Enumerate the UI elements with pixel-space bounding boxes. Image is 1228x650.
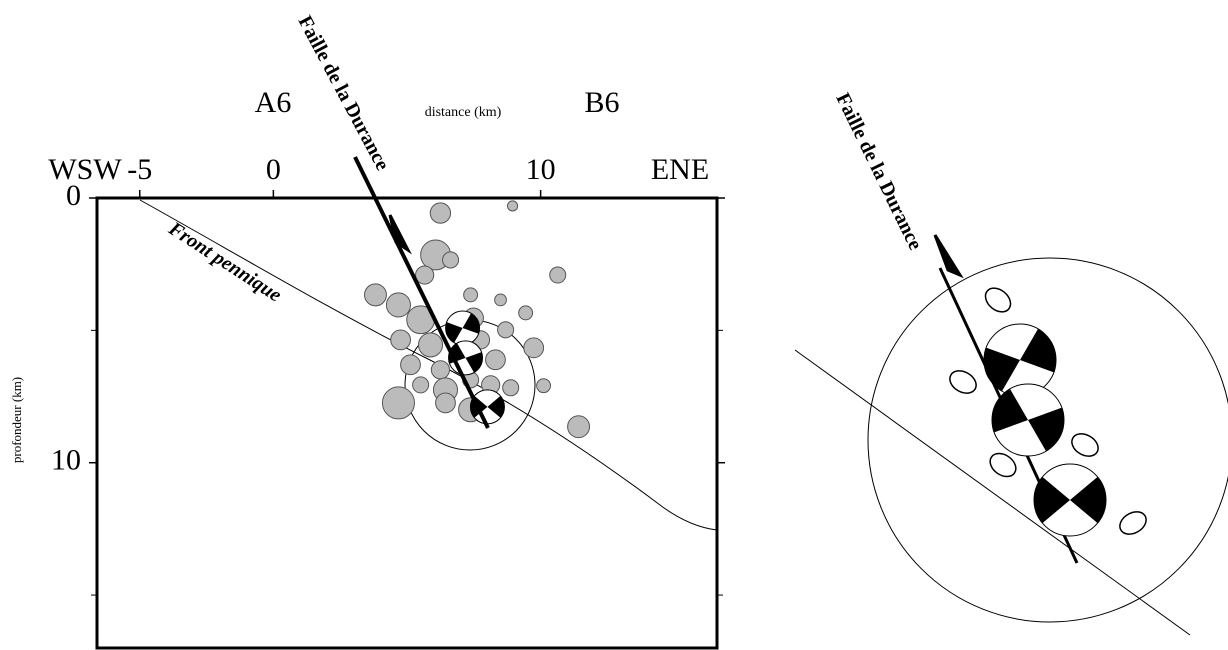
mechanism-quadrant [1020, 328, 1056, 373]
focal-mechanism [983, 323, 1057, 397]
section-end: B6 [584, 86, 619, 119]
inset-mechanisms [983, 323, 1107, 537]
event-bubble [494, 293, 507, 307]
left-direction: WSW [48, 153, 122, 186]
data-layer [364, 200, 591, 439]
event-bubble [400, 354, 421, 376]
fault-label: Faille de la Durance [294, 12, 394, 174]
event-bubble [429, 202, 452, 224]
mechanism-quadrant [462, 313, 480, 334]
mechanism-quadrant [1034, 476, 1070, 524]
focal-mechanism [991, 383, 1065, 457]
pointer-hands [949, 287, 1147, 535]
focal-mechanism [1033, 463, 1107, 537]
x-tick-label: -5 [127, 153, 152, 186]
event-bubble [415, 265, 435, 285]
section-start: A6 [255, 86, 292, 119]
fault-line [353, 156, 490, 429]
inset-front [794, 349, 1191, 636]
y-axis-label: profondeur (km) [9, 377, 24, 463]
event-bubble [536, 378, 552, 394]
event-bubble [567, 415, 591, 439]
event-bubble [506, 200, 519, 212]
event-bubble [485, 349, 506, 371]
event-bubble [417, 332, 444, 358]
event-bubble [523, 337, 545, 359]
x-tick-label: 0 [266, 153, 281, 186]
fault-arrow [388, 214, 412, 255]
event-bubble [518, 305, 534, 321]
plot-frame [95, 196, 719, 650]
event-bubble [430, 360, 450, 380]
x-tick-label: 10 [526, 153, 556, 186]
event-bubble [435, 392, 456, 414]
event-bubble [502, 379, 520, 397]
event-bubble [497, 321, 515, 339]
right-direction: ENE [651, 153, 709, 186]
mechanism-quadrant [1028, 407, 1065, 452]
event-bubble [442, 251, 460, 269]
event-bubble [390, 329, 411, 351]
mechanism-quadrant [487, 395, 505, 418]
mechanism-quadrant [984, 347, 1020, 392]
front-label: Front pennique [164, 217, 286, 307]
inset-circle [867, 257, 1228, 623]
mechanism-quadrant [445, 322, 463, 343]
inset-fault-label: Faille de la Durance [831, 90, 926, 254]
mechanism-quadrant [465, 352, 483, 373]
focal-mechanism [445, 310, 481, 346]
event-bubble [381, 386, 415, 420]
y-tick-label: 10 [51, 444, 81, 477]
event-bubble [385, 292, 411, 318]
event-bubble [364, 283, 387, 307]
mechanism-quadrant [1070, 476, 1106, 524]
y-tick-label: 0 [66, 179, 81, 212]
event-bubble [412, 376, 430, 394]
x-axis-label: distance (km) [425, 105, 502, 120]
mechanism-quadrant [992, 388, 1028, 433]
event-bubble [549, 266, 567, 284]
inset-arrow [933, 234, 964, 279]
event-bubble [463, 287, 479, 303]
